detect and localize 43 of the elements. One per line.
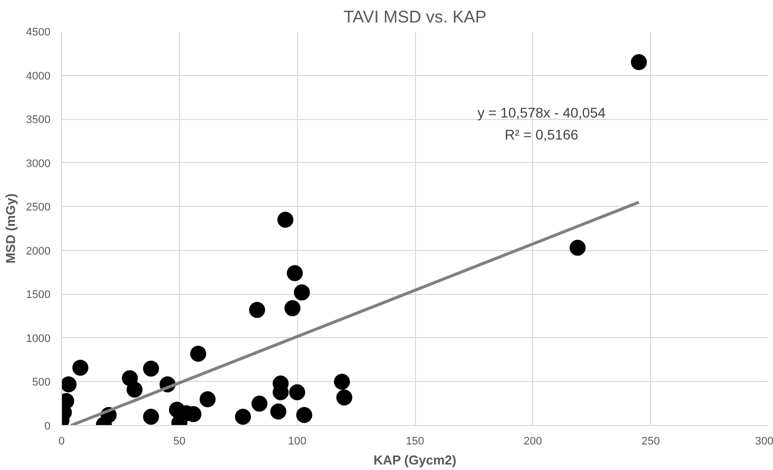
point bbox=[294, 284, 310, 300]
y-tick-label: 500 bbox=[32, 376, 51, 389]
x-tick-label: 50 bbox=[173, 436, 186, 448]
point bbox=[251, 396, 268, 412]
y-tick-label: 0 bbox=[44, 420, 51, 432]
point bbox=[234, 408, 251, 425]
y-axis-title: MSD (mGy) bbox=[3, 193, 18, 264]
x-tick-label: 300 bbox=[755, 436, 773, 448]
point bbox=[570, 240, 586, 256]
point bbox=[296, 407, 312, 423]
point bbox=[126, 382, 143, 398]
point bbox=[62, 376, 77, 392]
annotation: R² = 0,5166 bbox=[504, 126, 578, 142]
x-tick-label: 0 bbox=[58, 436, 65, 448]
x-tick-label: 100 bbox=[288, 436, 306, 448]
y-tick-label: 2500 bbox=[26, 202, 51, 214]
point bbox=[143, 360, 160, 377]
point bbox=[277, 212, 294, 228]
y-tick-label: 4500 bbox=[26, 26, 51, 38]
point bbox=[200, 391, 216, 408]
point bbox=[284, 300, 300, 316]
point bbox=[336, 389, 352, 406]
x-tick-label: 150 bbox=[406, 436, 424, 448]
x-tick-label: 250 bbox=[641, 436, 660, 448]
point bbox=[72, 360, 88, 376]
x-tick-label: 200 bbox=[524, 436, 542, 448]
chart-title: TAVI MSD vs. KAP bbox=[344, 8, 486, 26]
point bbox=[270, 404, 286, 420]
point bbox=[289, 384, 306, 400]
y-tick-label: 4000 bbox=[26, 70, 51, 82]
point bbox=[190, 346, 206, 362]
y-tick-label: 3000 bbox=[26, 158, 51, 170]
x-axis-title: KAP (Gycm2) bbox=[373, 452, 456, 468]
point bbox=[143, 408, 160, 425]
point bbox=[630, 54, 647, 70]
point bbox=[334, 374, 350, 390]
point bbox=[249, 302, 266, 318]
y-tick-label: 2000 bbox=[26, 245, 51, 258]
y-tick-label: 1500 bbox=[26, 289, 51, 302]
y-tick-label: 1000 bbox=[26, 332, 51, 345]
annotation: y = 10,578x - 40,054 bbox=[477, 104, 606, 120]
y-tick-label: 3500 bbox=[26, 114, 51, 126]
point bbox=[286, 265, 303, 282]
